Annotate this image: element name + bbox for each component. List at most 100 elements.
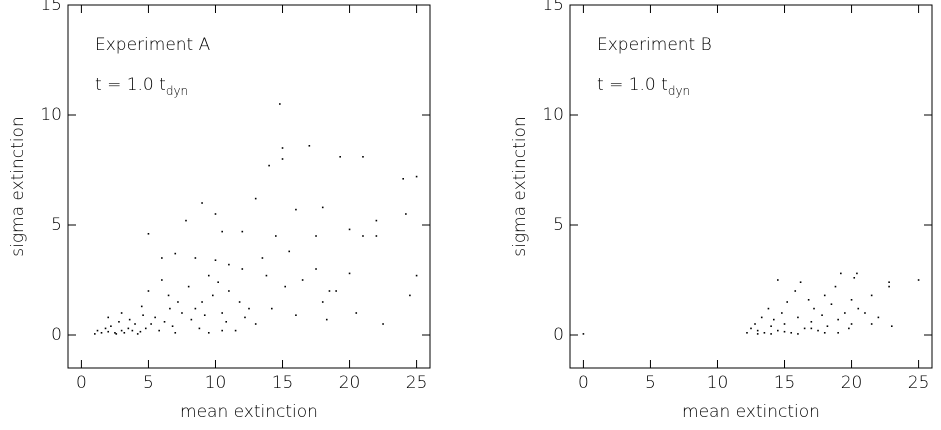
point [301,279,304,281]
point [325,318,328,321]
point [107,330,110,333]
y-tick-label: 5 [553,215,564,235]
point [100,332,103,334]
plot-frame [67,4,431,369]
y-tick-label: 0 [51,325,62,345]
point [348,272,351,275]
point [746,332,748,334]
point [409,294,411,297]
point [187,285,190,288]
point [402,178,404,180]
point [308,145,311,147]
point [161,279,163,281]
x-tick-label: 15 [774,373,796,393]
x-tick-label: 10 [707,373,729,393]
point [790,332,793,334]
point [254,197,257,200]
point [823,294,826,297]
point [150,323,152,325]
point [281,147,284,149]
point [221,329,223,332]
point [114,332,116,334]
point [142,314,144,316]
point [754,323,756,325]
point [104,327,107,330]
point [763,332,766,334]
point [405,213,407,215]
point [214,259,217,261]
point [128,318,131,321]
point [888,285,890,288]
y-axis-label: sigma extinction [8,116,28,256]
point [244,316,246,319]
point [767,307,770,310]
point [810,321,813,323]
x-tick-label: 0 [578,373,589,393]
point [799,281,802,283]
point [120,329,123,332]
plot-frame [569,4,933,369]
point [807,299,810,301]
point [234,329,237,332]
point [207,332,210,334]
point [850,299,853,301]
point [797,316,799,319]
x-tick-label: 25 [908,373,930,393]
point [826,325,829,327]
x-tick-label: 25 [406,373,428,393]
point [781,312,783,314]
point [783,330,786,333]
point [770,325,772,327]
point [362,235,364,237]
y-tick-label: 0 [553,325,564,345]
point [756,333,759,335]
point [382,323,384,325]
annotation: t = 1.0 tdyn [597,75,690,98]
point [147,290,150,292]
point [131,329,134,332]
point [288,250,291,253]
point [268,164,270,167]
point [275,235,277,237]
x-tick-label: 5 [143,373,154,393]
point [161,257,163,259]
point [848,327,850,330]
point [850,323,853,325]
point [870,294,873,297]
point [415,175,418,178]
point [198,327,201,330]
annotation: t = 1.0 tdyn [95,75,188,98]
point [139,330,142,333]
point [185,219,187,222]
point [214,213,217,215]
point [834,285,837,288]
annotation-subscript: dyn [166,84,188,98]
point [174,332,177,334]
point [154,316,156,319]
point [750,327,752,330]
point [241,230,244,233]
point [140,305,143,308]
point [375,235,378,237]
point [201,202,203,204]
point [853,277,856,279]
point [375,219,378,222]
point [786,301,788,303]
point [760,316,763,319]
point [147,233,150,235]
point [221,312,223,314]
point [134,323,136,325]
point [217,281,219,283]
point [238,301,241,303]
annotation-text: t = 1.0 t [95,75,166,95]
point [254,323,257,325]
point [158,329,160,332]
point [177,301,179,303]
point [315,235,317,237]
point [348,228,351,231]
point [415,274,418,277]
point [167,294,170,297]
point [123,332,126,334]
point [890,325,893,327]
point [321,206,324,209]
